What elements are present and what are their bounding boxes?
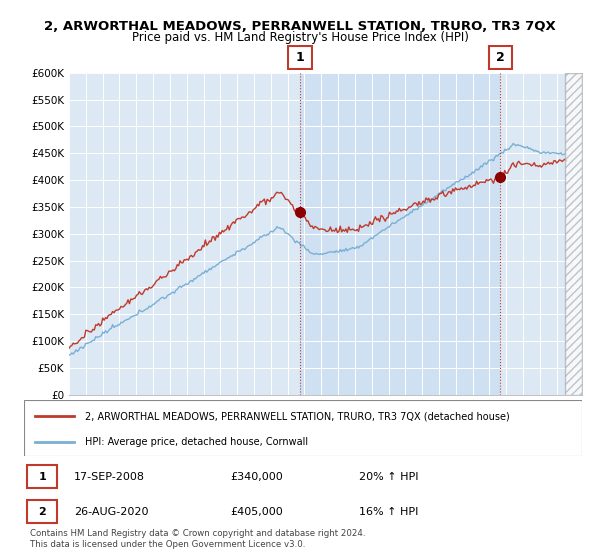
- FancyBboxPatch shape: [288, 46, 311, 69]
- Text: 2: 2: [496, 51, 505, 64]
- Text: 2, ARWORTHAL MEADOWS, PERRANWELL STATION, TRURO, TR3 7QX (detached house): 2, ARWORTHAL MEADOWS, PERRANWELL STATION…: [85, 411, 510, 421]
- Bar: [300, 73, 500, 395]
- Text: 17-SEP-2008: 17-SEP-2008: [74, 472, 145, 482]
- Text: £405,000: £405,000: [230, 507, 283, 517]
- Text: 16% ↑ HPI: 16% ↑ HPI: [359, 507, 418, 517]
- Bar: [27, 500, 58, 524]
- Bar: [565, 73, 582, 395]
- FancyBboxPatch shape: [488, 46, 512, 69]
- Text: 26-AUG-2020: 26-AUG-2020: [74, 507, 149, 517]
- Text: 2, ARWORTHAL MEADOWS, PERRANWELL STATION, TRURO, TR3 7QX: 2, ARWORTHAL MEADOWS, PERRANWELL STATION…: [44, 20, 556, 32]
- Text: HPI: Average price, detached house, Cornwall: HPI: Average price, detached house, Corn…: [85, 437, 308, 447]
- Text: £340,000: £340,000: [230, 472, 283, 482]
- Bar: [27, 465, 58, 488]
- Text: 2: 2: [38, 507, 46, 517]
- Text: 20% ↑ HPI: 20% ↑ HPI: [359, 472, 418, 482]
- Text: 1: 1: [38, 472, 46, 482]
- Text: Contains HM Land Registry data © Crown copyright and database right 2024.
This d: Contains HM Land Registry data © Crown c…: [30, 529, 365, 549]
- Text: Price paid vs. HM Land Registry's House Price Index (HPI): Price paid vs. HM Land Registry's House …: [131, 31, 469, 44]
- Text: 1: 1: [295, 51, 304, 64]
